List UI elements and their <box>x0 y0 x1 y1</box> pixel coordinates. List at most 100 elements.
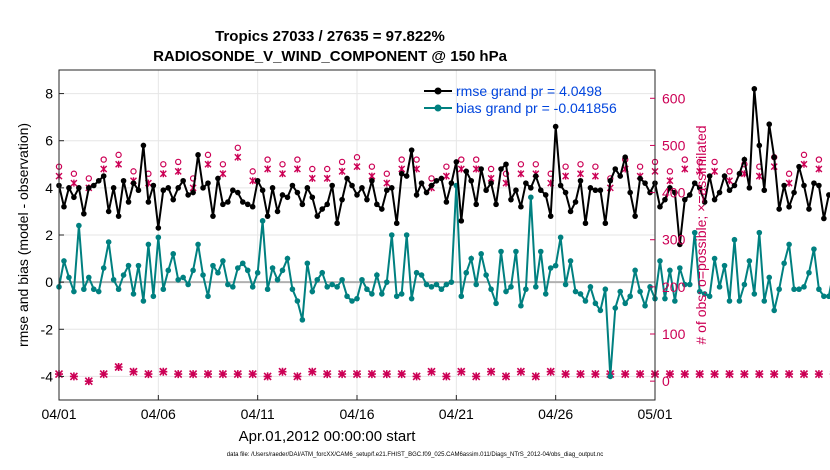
obs-possible-marker <box>264 156 271 163</box>
bias-series <box>56 182 830 380</box>
obs-possible-marker <box>353 154 361 161</box>
rmse-point <box>711 196 718 203</box>
obs-possible-marker <box>324 165 331 173</box>
rmse-point <box>369 177 375 184</box>
x-tick-label: 04/06 <box>141 406 176 422</box>
bias-point <box>826 293 830 300</box>
bias-point <box>567 258 574 264</box>
obs-count-marker <box>770 370 779 379</box>
rmse-point <box>533 173 539 179</box>
rmse-point <box>403 173 410 179</box>
rmse-point <box>781 182 787 189</box>
rmse-point <box>428 182 435 189</box>
rmse-point <box>71 194 77 201</box>
obs-count-marker <box>367 370 376 379</box>
obs-count-marker <box>472 372 481 381</box>
rmse-point <box>443 199 450 205</box>
obs-assimilated-marker <box>577 170 584 178</box>
bias-point <box>776 286 782 293</box>
rmse-point <box>110 185 117 191</box>
rmse-point <box>61 203 67 210</box>
rmse-point <box>672 189 678 196</box>
obs-assimilated-marker <box>755 172 763 180</box>
bias-point <box>180 274 186 281</box>
bias-point <box>696 288 703 295</box>
bias-point <box>627 293 633 300</box>
rmse-point <box>384 187 390 194</box>
chart-title-line1: Tropics 27033 / 27635 = 97.822% <box>215 28 445 45</box>
bias-point <box>140 298 147 304</box>
obs-count-marker <box>144 370 153 379</box>
bias-point <box>726 298 733 304</box>
bias-point <box>165 267 172 274</box>
rmse-point <box>160 187 167 194</box>
bias-point <box>175 276 181 283</box>
obs-count-marker <box>516 367 525 376</box>
bias-point <box>329 281 335 288</box>
bias-point <box>682 281 688 288</box>
obs-possible-marker <box>309 165 316 173</box>
obs-possible-marker <box>219 161 227 168</box>
y-right-tick-label: 400 <box>662 185 686 201</box>
bias-point <box>215 269 221 276</box>
obs-assimilated-marker <box>457 165 465 173</box>
rmse-point <box>423 189 430 196</box>
rmse-point <box>622 154 628 161</box>
bias-point <box>418 272 425 278</box>
y-left-tick-label: 8 <box>45 86 53 102</box>
rmse-point <box>66 185 72 191</box>
rmse-point <box>731 182 738 189</box>
obs-possible-marker <box>204 151 212 159</box>
obs-possible-marker <box>249 168 256 175</box>
rmse-point <box>557 182 564 189</box>
bias-point <box>384 279 390 285</box>
bias-point <box>220 258 226 264</box>
bias-point <box>701 291 708 297</box>
bias-point <box>185 281 191 288</box>
bias-point <box>756 229 763 236</box>
rmse-point <box>398 170 405 177</box>
rmse-point <box>230 187 236 194</box>
rmse-point <box>478 166 484 172</box>
bias-point <box>448 279 455 285</box>
rmse-point <box>413 192 420 198</box>
bias-point <box>642 302 648 309</box>
obs-assimilated-marker <box>681 165 689 173</box>
rmse-point <box>135 187 142 194</box>
rmse-point <box>418 180 425 186</box>
rmse-point <box>190 189 196 196</box>
rmse-point <box>607 177 614 184</box>
obs-possible-marker <box>517 161 525 168</box>
bias-line <box>58 185 830 377</box>
bias-point <box>488 286 494 293</box>
rmse-point <box>761 187 768 194</box>
x-tick-label: 04/11 <box>241 406 275 422</box>
rmse-point <box>542 192 549 198</box>
obs-count-marker <box>99 370 108 379</box>
obs-count-marker <box>323 370 332 379</box>
bias-point <box>369 291 375 297</box>
bias-point <box>428 284 435 290</box>
bias-point <box>677 265 683 271</box>
rmse-point <box>523 180 529 186</box>
rmse-point <box>344 175 350 182</box>
rmse-point <box>547 213 554 219</box>
bias-point <box>398 291 405 297</box>
bias-point <box>90 286 97 293</box>
y-right-tick-label: 200 <box>662 279 686 295</box>
bias-point <box>314 276 321 283</box>
obs-count-marker <box>427 367 436 376</box>
rmse-point <box>716 189 723 196</box>
rmse-point <box>691 180 698 186</box>
legend-bias-marker <box>434 104 442 112</box>
obs-count-marker <box>263 372 272 381</box>
bias-point <box>230 284 236 290</box>
rmse-point <box>408 147 415 153</box>
obs-count-marker <box>308 367 317 376</box>
bias-point <box>741 281 748 288</box>
obs-assimilated-marker <box>174 167 182 175</box>
rmse-point <box>200 185 206 191</box>
rmse-point <box>602 220 609 227</box>
rmse-point <box>562 189 569 196</box>
bias-point <box>582 298 589 304</box>
